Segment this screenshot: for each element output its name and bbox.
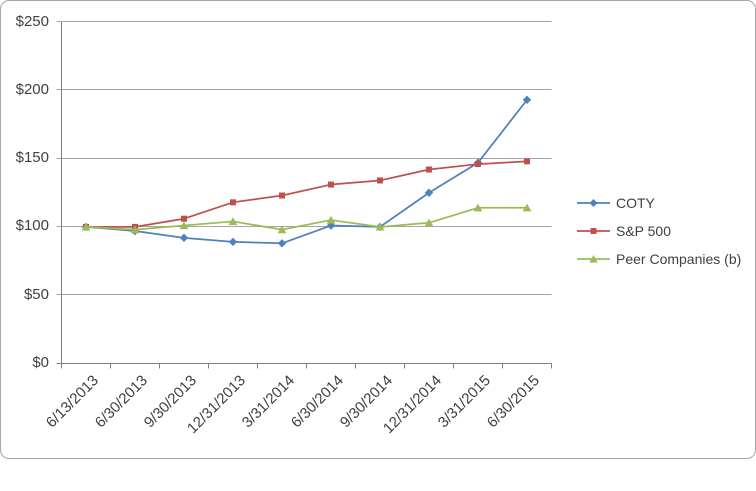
triangle-marker — [375, 222, 385, 231]
diamond-marker-icon — [589, 199, 598, 207]
triangle-marker — [130, 225, 140, 234]
square-marker — [230, 199, 236, 206]
legend-line-sample — [577, 255, 610, 263]
legend-line-sample — [577, 199, 610, 207]
y-tick-label: $0 — [32, 354, 49, 371]
y-tick-label: $200 — [15, 80, 49, 98]
square-marker — [328, 181, 334, 188]
legend-label: S&P 500 — [616, 223, 672, 239]
triangle-marker-icon — [589, 255, 598, 263]
diamond-marker — [228, 237, 238, 247]
triangle-marker — [473, 203, 483, 212]
triangle-marker — [277, 225, 287, 234]
legend-label: Peer Companies (b) — [616, 251, 742, 267]
series-line — [85, 98, 528, 245]
legend: COTY S&P 500 Peer Companies (b) — [577, 189, 741, 273]
square-marker — [377, 177, 383, 184]
legend-entry-peer-companies-b: Peer Companies (b) — [577, 245, 741, 273]
legend-entry-coty: COTY — [577, 189, 741, 217]
series-line — [85, 206, 528, 231]
square-marker-icon — [590, 228, 597, 234]
plot-area — [56, 21, 552, 369]
diamond-marker — [522, 95, 532, 105]
square-marker — [426, 166, 432, 173]
diamond-marker — [277, 239, 287, 248]
stock-performance-chart: $250 $200 $150 $100 $50 $0 6/13/2013 6/30/2013… — [0, 0, 756, 459]
square-marker — [475, 161, 481, 168]
y-tick-label: $50 — [23, 285, 49, 303]
legend-entry-s-p-500: S&P 500 — [577, 217, 741, 245]
triangle-marker — [81, 222, 91, 231]
triangle-marker — [522, 203, 532, 212]
triangle-marker — [179, 221, 189, 230]
y-tick-label: $250 — [15, 12, 49, 30]
triangle-marker — [326, 215, 336, 224]
y-tick-label: $150 — [15, 149, 49, 167]
triangle-marker — [228, 217, 238, 226]
square-marker — [181, 215, 187, 222]
diamond-marker — [326, 221, 336, 230]
square-marker — [279, 192, 285, 199]
y-tick-label: $100 — [15, 217, 49, 235]
legend-line-sample — [577, 228, 610, 234]
diamond-marker — [179, 233, 189, 243]
diamond-marker — [424, 188, 434, 197]
legend-label: COTY — [616, 195, 655, 211]
series-line — [85, 160, 528, 228]
triangle-marker — [424, 218, 434, 227]
square-marker — [524, 158, 530, 165]
